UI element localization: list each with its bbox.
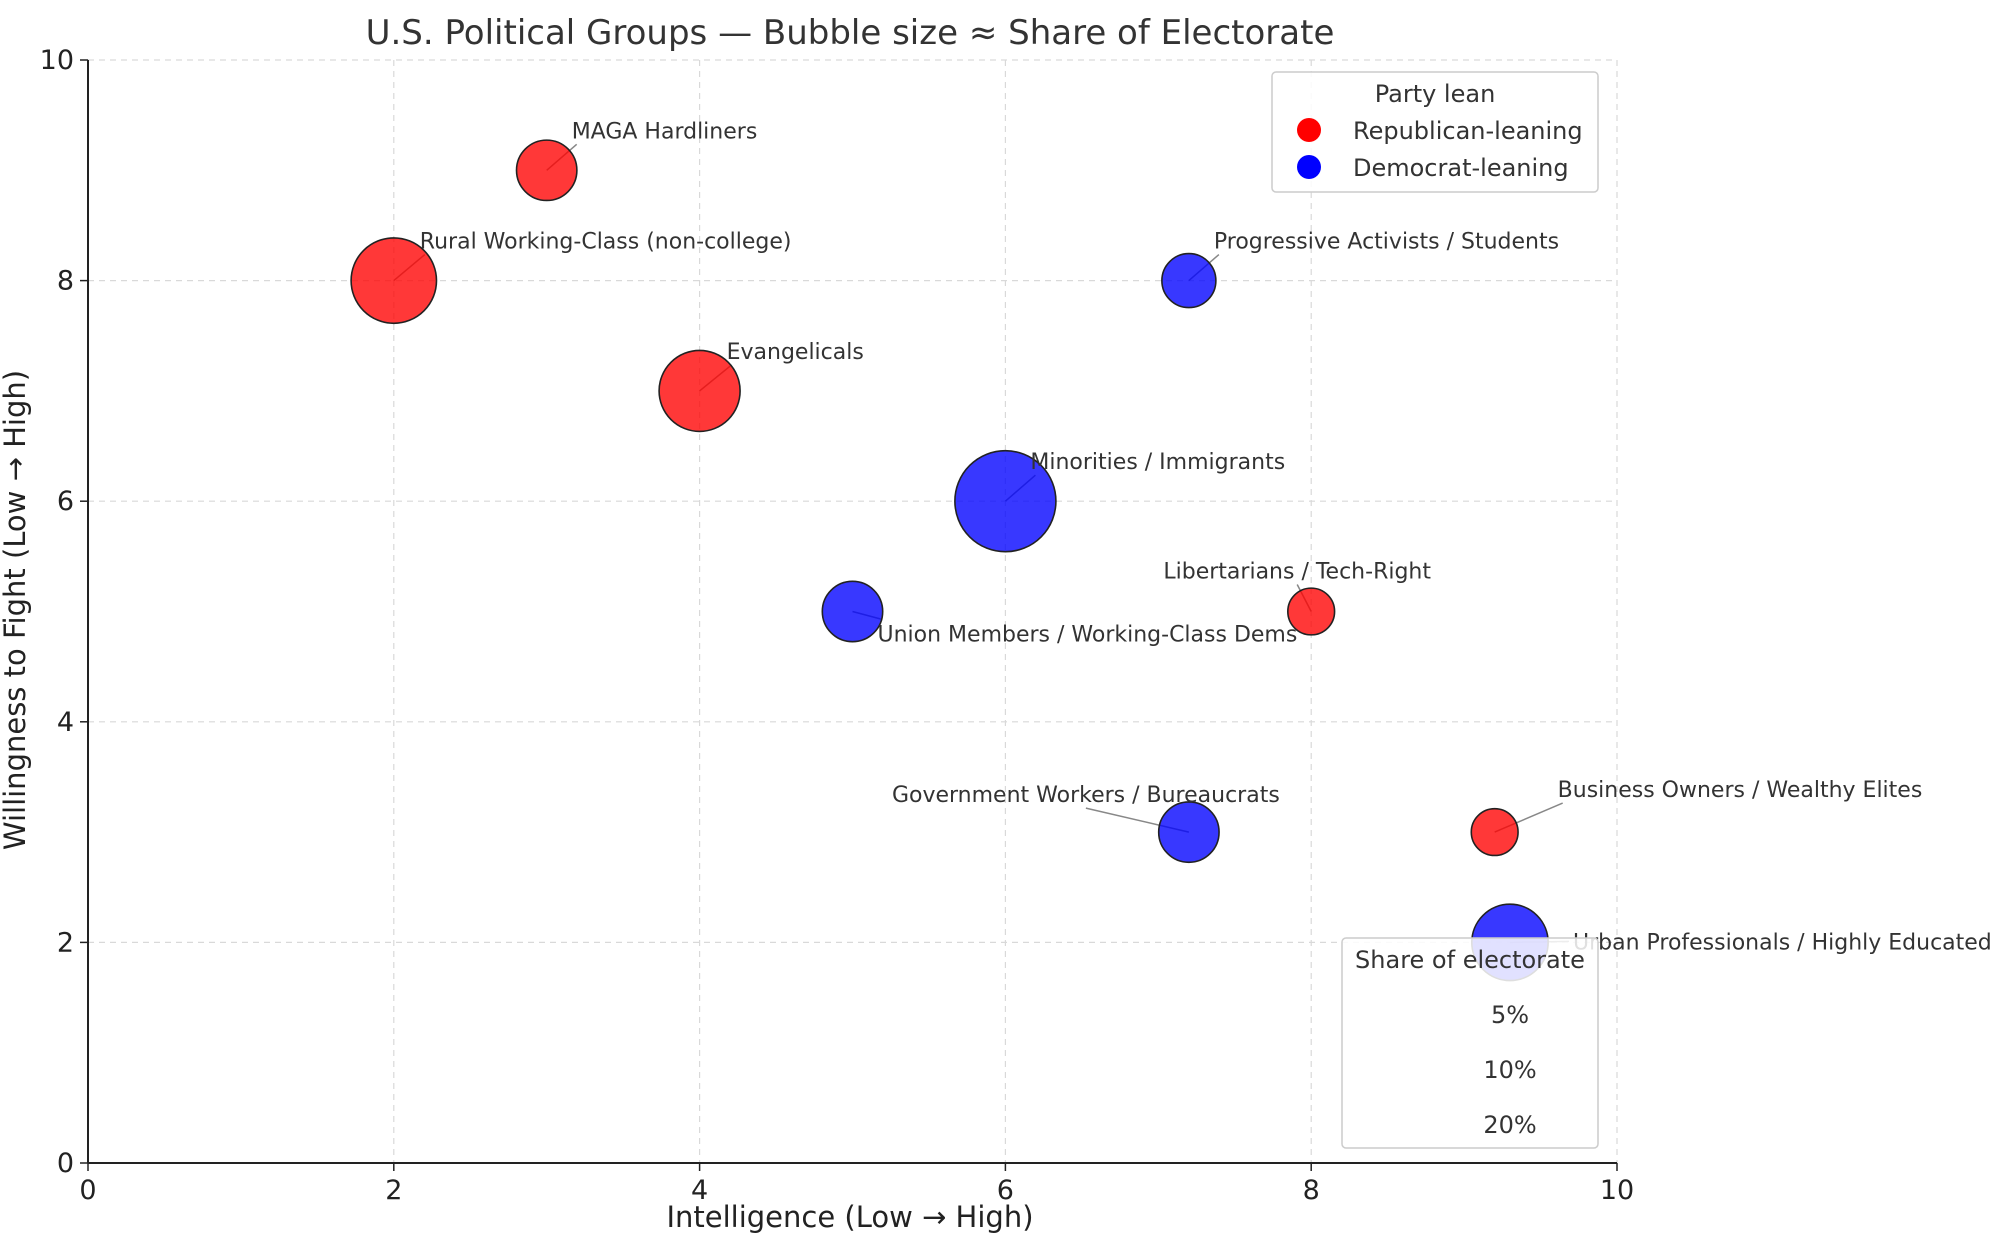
x-tick-label: 2 <box>385 1175 402 1206</box>
point-label: MAGA Hardliners <box>572 119 758 144</box>
y-tick-label: 2 <box>57 927 74 958</box>
bubble-point <box>821 580 884 643</box>
x-axis-label: Intelligence (Low → High) <box>666 1200 1033 1234</box>
legend-party-lean: Party lean Republican-leaning Democrat-l… <box>1271 71 1599 193</box>
y-tick-label: 10 <box>40 45 74 76</box>
y-tick-label: 0 <box>57 1148 74 1179</box>
legend-size-10: 10% <box>1483 1056 1536 1084</box>
axis-ticks: 0 2 4 6 8 10 0 2 4 6 8 10 <box>40 45 1635 1206</box>
point-label: Union Members / Working-Class Dems <box>878 623 1298 648</box>
axes <box>87 60 1617 1164</box>
bubble-point <box>1157 801 1220 864</box>
x-tick-label: 0 <box>79 1175 96 1206</box>
legend-share-of-electorate: Share of electorate 5% 10% 20% <box>1341 937 1599 1149</box>
point-label: Evangelicals <box>727 340 864 365</box>
bubble-point <box>1287 587 1336 636</box>
point-label: Libertarians / Tech-Right <box>1163 560 1431 585</box>
data-points <box>350 139 1549 982</box>
point-annotations: MAGA Hardliners Rural Working-Class (non-… <box>420 119 1992 955</box>
legend-size-5: 5% <box>1491 1001 1529 1029</box>
bubble-point <box>350 237 438 325</box>
legend-party-title: Party lean <box>1375 80 1496 108</box>
y-tick-label: 4 <box>57 707 74 738</box>
x-tick-label: 4 <box>691 1175 708 1206</box>
bubble-point <box>1470 807 1519 857</box>
point-label: Business Owners / Wealthy Elites <box>1558 778 1923 803</box>
x-tick-label: 8 <box>1303 1175 1320 1206</box>
legend-size-title: Share of electorate <box>1355 946 1585 974</box>
bubble-point <box>658 349 741 433</box>
chart-title: U.S. Political Groups — Bubble size ≈ Sh… <box>366 13 1335 53</box>
legend-democrat-marker <box>1297 155 1321 179</box>
legend-republican-marker <box>1297 118 1321 142</box>
y-tick-label: 6 <box>57 486 74 517</box>
legend-size-20: 20% <box>1483 1111 1536 1139</box>
point-label: Minorities / Immigrants <box>1030 450 1285 475</box>
y-axis-label: Willingness to Fight (Low → High) <box>0 370 32 850</box>
bubble-point <box>1161 252 1217 309</box>
legend-republican-label: Republican-leaning <box>1353 117 1583 145</box>
x-tick-label: 10 <box>1600 1175 1634 1206</box>
point-label: Urban Professionals / Highly Educated <box>1573 930 1992 955</box>
x-tick-label: 6 <box>997 1175 1014 1206</box>
point-label: Government Workers / Bureaucrats <box>892 783 1280 808</box>
point-label: Progressive Activists / Students <box>1214 230 1559 255</box>
point-label: Rural Working-Class (non-college) <box>420 230 792 255</box>
legend-democrat-label: Democrat-leaning <box>1353 154 1569 182</box>
bubble-point <box>515 139 578 202</box>
y-tick-label: 8 <box>57 266 74 297</box>
bubble-point <box>954 449 1057 553</box>
